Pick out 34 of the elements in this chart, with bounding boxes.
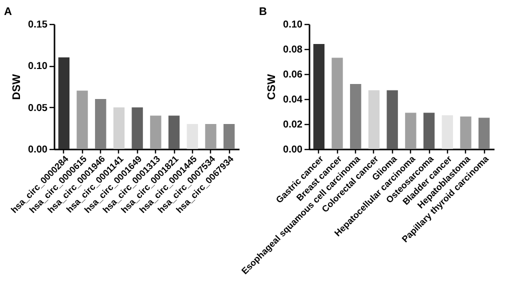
bar	[332, 58, 343, 149]
bar	[205, 124, 216, 149]
y-tick-label: 0.00	[283, 144, 303, 156]
y-tick-label: 0.04	[283, 94, 303, 106]
bar	[442, 115, 453, 149]
bar	[186, 124, 198, 149]
y-tick-label: 0.15	[28, 20, 48, 30]
bar	[460, 116, 472, 149]
bar	[168, 116, 180, 149]
y-tick-label: 0.02	[283, 120, 303, 130]
chart-title: B	[259, 6, 267, 18]
bar	[132, 107, 143, 149]
y-tick-label: 0.08	[283, 44, 303, 56]
bar	[58, 57, 70, 149]
y-tick-label: 0.10	[283, 20, 303, 30]
y-tick-label: 0.00	[28, 144, 48, 156]
bar	[386, 90, 398, 149]
bar	[150, 116, 162, 149]
bar	[350, 84, 362, 149]
y-axis-title: DSW	[11, 74, 24, 100]
y-tick-label: 0.06	[283, 70, 303, 80]
bar	[76, 90, 88, 149]
bar	[113, 107, 125, 149]
y-tick-label: 0.10	[28, 61, 48, 72]
bar	[478, 118, 490, 149]
chart-title: A	[4, 6, 12, 18]
bar	[405, 112, 416, 149]
y-axis-title: CSW	[266, 74, 278, 100]
bar	[95, 99, 106, 149]
bar	[368, 90, 380, 149]
bar	[423, 112, 435, 149]
bar	[313, 44, 324, 149]
y-tick-label: 0.05	[28, 102, 48, 114]
bar	[224, 124, 235, 149]
